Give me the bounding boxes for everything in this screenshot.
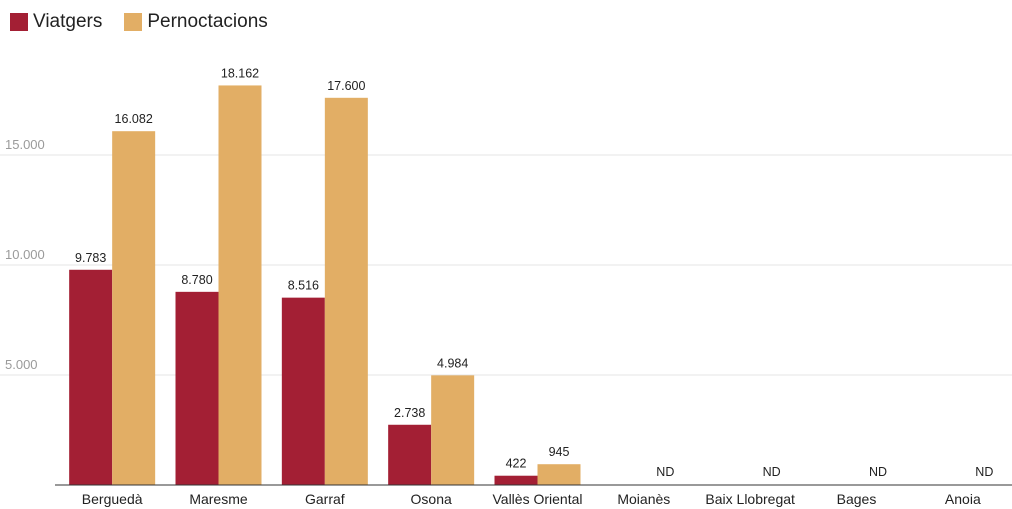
legend-swatch-viatgers [10, 13, 28, 31]
legend-label-pernoctacions: Pernoctacions [147, 11, 268, 32]
category-label: Vallès Oriental [492, 491, 582, 507]
data-label: ND [869, 465, 887, 479]
data-label: ND [656, 465, 674, 479]
bar-viatgers [494, 475, 538, 485]
category-label: Anoia [945, 491, 981, 507]
data-label: 2.738 [394, 406, 425, 420]
bar-pernoctacions [431, 375, 475, 485]
data-label: 422 [506, 457, 527, 471]
bar-viatgers [281, 297, 325, 485]
bar-viatgers [69, 269, 113, 485]
category-label: Bages [837, 491, 877, 507]
bar-pernoctacions [537, 464, 581, 485]
bar-viatgers [388, 424, 432, 485]
category-label: Berguedà [82, 491, 143, 507]
data-label: 17.600 [327, 79, 365, 93]
data-label: 18.162 [221, 66, 259, 80]
bar-pernoctacions [324, 97, 368, 486]
legend: Viatgers Pernoctacions [10, 9, 268, 35]
legend-label-viatgers: Viatgers [33, 11, 103, 32]
category-label: Baix Llobregat [705, 491, 795, 507]
y-tick-label: 5.000 [5, 357, 38, 372]
data-label: 8.516 [288, 279, 319, 293]
data-label: ND [763, 465, 781, 479]
bar-pernoctacions [112, 131, 156, 486]
data-label: 8.780 [181, 273, 212, 287]
legend-item-pernoctacions[interactable]: Pernoctacions [124, 11, 268, 33]
data-label: ND [975, 465, 993, 479]
legend-swatch-pernoctacions [124, 13, 143, 31]
category-label: Moianès [617, 491, 670, 507]
data-label: 4.984 [437, 356, 468, 370]
y-tick-label: 15.000 [5, 137, 45, 152]
legend-item-viatgers[interactable]: Viatgers [10, 11, 102, 33]
data-label: 945 [549, 445, 570, 459]
y-tick-label: 10.000 [5, 247, 45, 262]
category-label: Osona [411, 491, 452, 507]
category-label: Garraf [305, 491, 345, 507]
data-label: 9.783 [75, 251, 106, 265]
bar-pernoctacions [218, 85, 262, 485]
category-label: Maresme [189, 491, 248, 507]
data-label: 16.082 [115, 112, 153, 126]
bar-viatgers [175, 291, 219, 485]
